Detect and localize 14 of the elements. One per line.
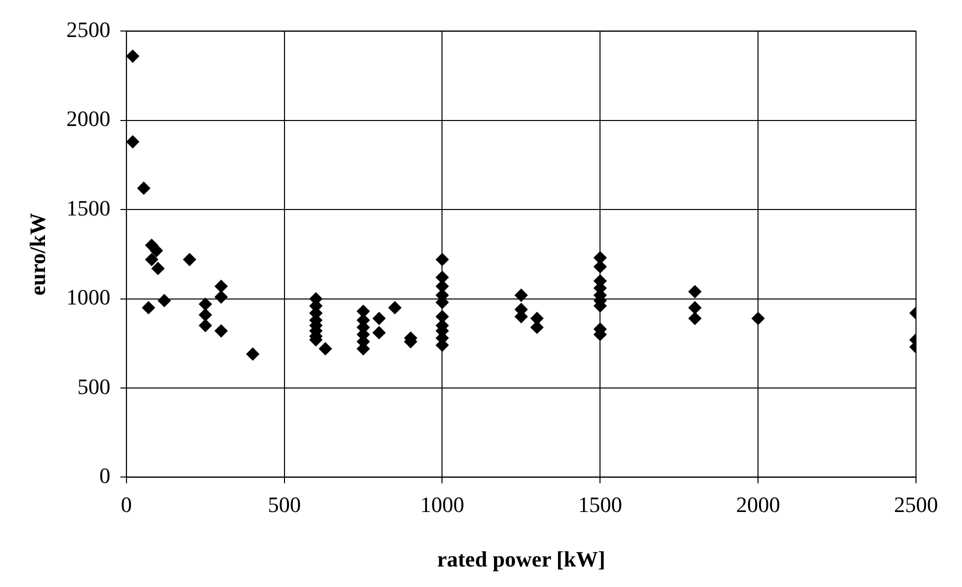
y-tick-label: 1000 [66,284,110,310]
x-tick-label: 1500 [578,492,622,518]
y-tick-label: 1500 [66,195,110,220]
x-axis-title: rated power [kW] [437,546,606,572]
y-tick-label: 2500 [66,16,110,42]
y-tick-label: 500 [77,374,110,399]
y-tick-label: 2000 [66,106,110,132]
x-tick-label: 2500 [894,492,938,518]
x-tick-label: 0 [120,492,132,518]
x-tick-label: 2000 [736,492,780,518]
x-tick-label: 500 [268,492,301,518]
x-tick-label: 1000 [420,492,464,518]
y-axis-title: euro/kW [24,212,50,296]
y-tick-label: 0 [99,462,110,488]
